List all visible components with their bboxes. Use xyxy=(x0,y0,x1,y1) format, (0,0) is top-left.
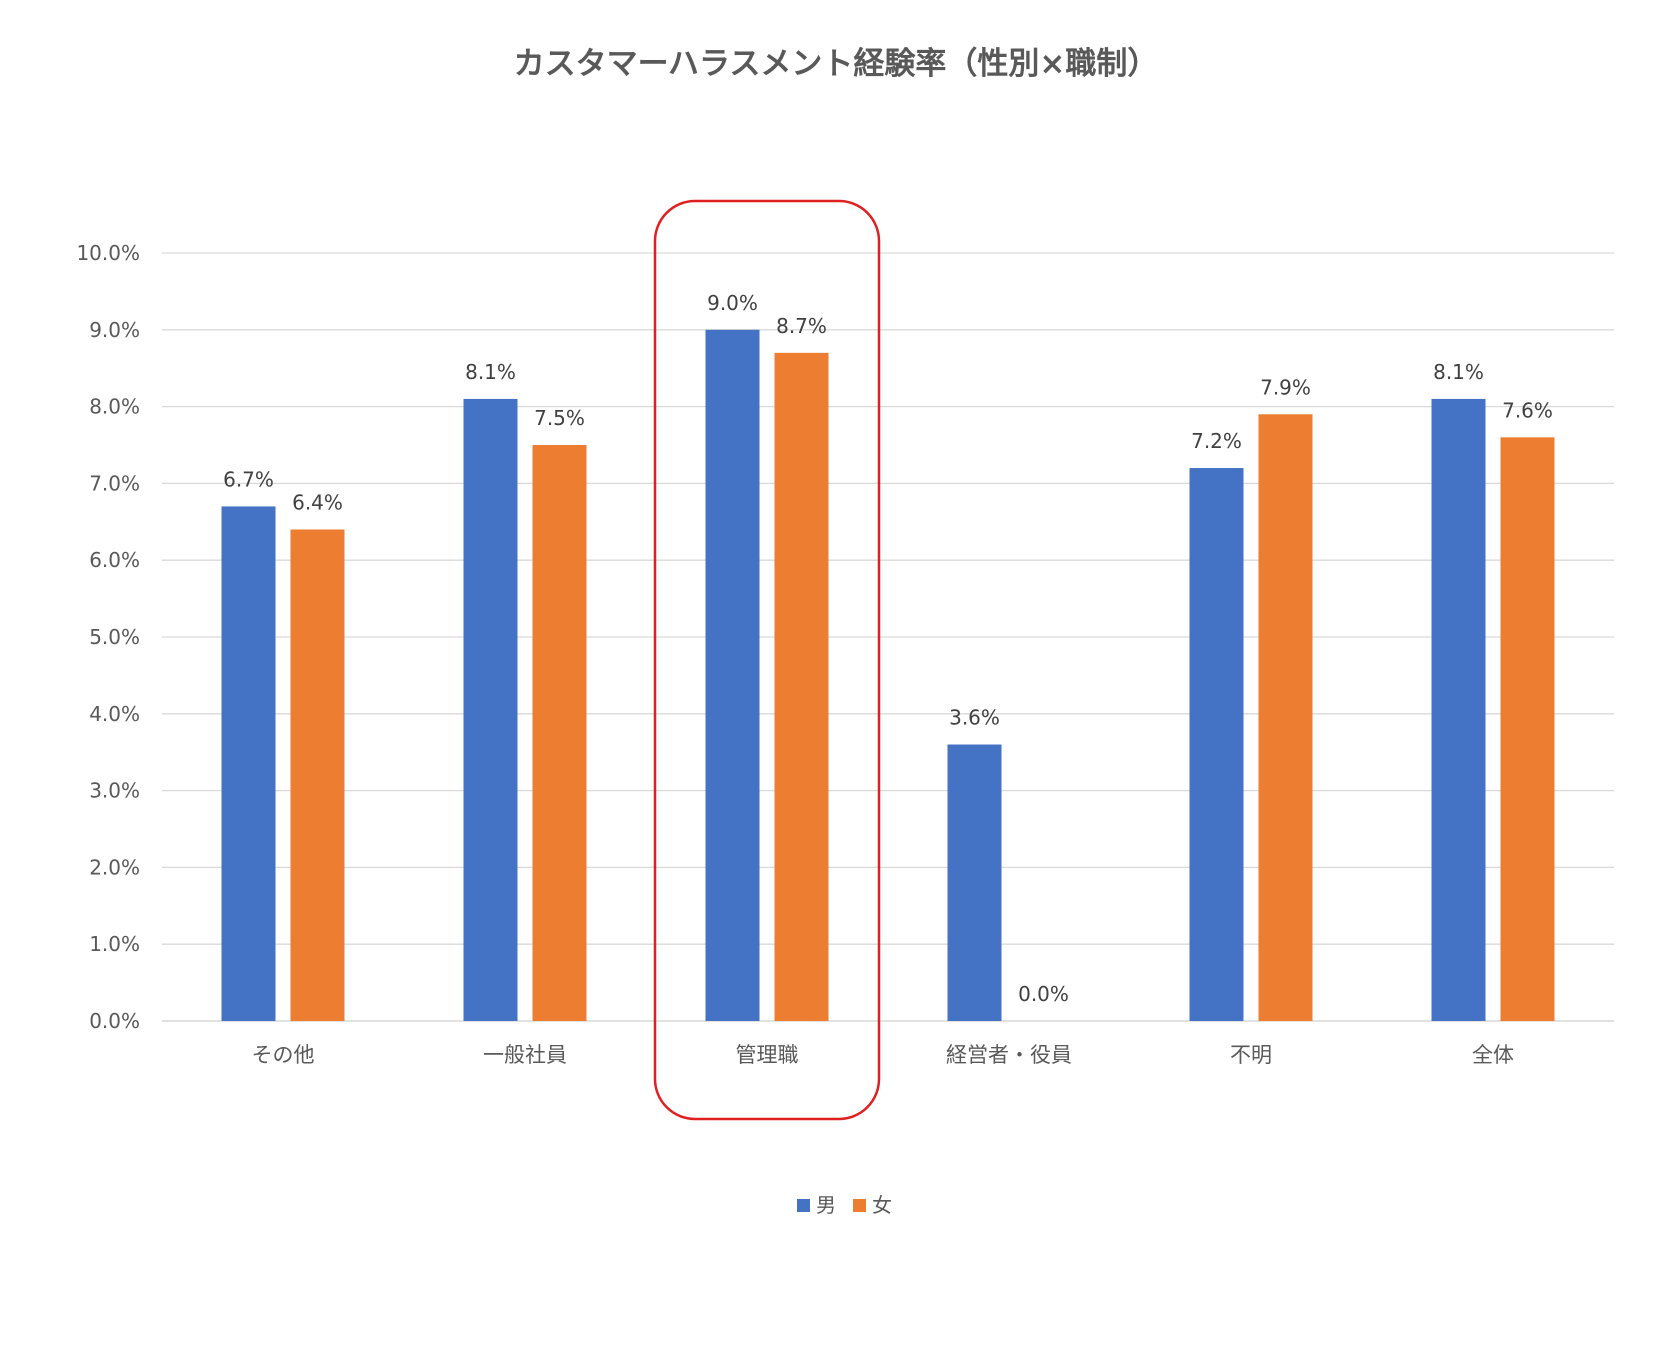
y-tick-label: 4.0% xyxy=(89,702,140,726)
data-label: 8.1% xyxy=(465,360,516,384)
bar-female-2 xyxy=(774,352,829,1022)
y-tick-label: 1.0% xyxy=(89,932,140,956)
bar-male-2 xyxy=(705,329,760,1021)
y-tick-label: 7.0% xyxy=(89,471,140,495)
data-label: 7.6% xyxy=(1502,398,1553,422)
y-tick-label: 3.0% xyxy=(89,779,140,803)
y-tick-label: 0.0% xyxy=(89,1009,140,1033)
category-label: 不明 xyxy=(1230,1043,1272,1067)
legend-label: 男 xyxy=(816,1193,836,1217)
bar-male-4 xyxy=(1189,468,1244,1021)
legend-swatch xyxy=(797,1199,810,1212)
bar-male-5 xyxy=(1431,398,1486,1021)
bar-male-1 xyxy=(463,398,518,1021)
data-label: 7.2% xyxy=(1191,429,1242,453)
data-label: 3.6% xyxy=(949,706,1000,730)
data-label: 7.5% xyxy=(534,406,585,430)
data-label: 9.0% xyxy=(707,291,758,315)
category-label: その他 xyxy=(252,1043,315,1067)
data-label: 0.0% xyxy=(1018,982,1069,1006)
data-label: 8.7% xyxy=(776,314,827,338)
bars xyxy=(221,329,1555,1022)
legend-label: 女 xyxy=(872,1193,892,1217)
bar-male-3 xyxy=(947,744,1002,1021)
bar-female-1 xyxy=(532,445,587,1021)
y-tick-label: 6.0% xyxy=(89,548,140,572)
data-label: 6.4% xyxy=(292,490,343,514)
gridlines xyxy=(162,252,1614,1022)
chart-title: カスタマーハラスメント経験率（性別×職制） xyxy=(514,46,1159,82)
highlight-box xyxy=(653,199,881,1121)
category-label: 経営者・役員 xyxy=(946,1043,1072,1067)
bar-female-5 xyxy=(1500,437,1555,1021)
data-label: 8.1% xyxy=(1433,360,1484,384)
category-label: 管理職 xyxy=(736,1043,799,1067)
x-axis-categories: その他 一般社員 管理職 経営者・役員 不明 全体 xyxy=(252,1043,1515,1067)
legend-swatch xyxy=(853,1199,866,1212)
data-labels: 6.7% 6.4% 8.1% 7.5% 9.0% 8.7% 3.6% 0.0% 7.2% 7.9%… xyxy=(223,291,1553,1006)
bar-female-0 xyxy=(290,529,345,1021)
y-tick-label: 8.0% xyxy=(89,395,140,419)
category-label: 全体 xyxy=(1472,1043,1514,1067)
category-label: 一般社員 xyxy=(483,1043,567,1067)
y-tick-label: 2.0% xyxy=(89,855,140,879)
y-tick-label: 10.0% xyxy=(76,241,140,265)
bar-female-4 xyxy=(1258,414,1313,1021)
y-tick-label: 5.0% xyxy=(89,625,140,649)
highlight-box-layer xyxy=(653,199,881,1121)
data-label: 7.9% xyxy=(1260,375,1311,399)
legend: 男女 xyxy=(797,1193,892,1217)
data-label: 6.7% xyxy=(223,467,274,491)
y-axis-ticks: 0.0% 1.0% 2.0% 3.0% 4.0% 5.0% 6.0% 7.0% 8.0% 9.0%… xyxy=(76,241,140,1033)
y-tick-label: 9.0% xyxy=(89,318,140,342)
bar-male-0 xyxy=(221,506,276,1021)
